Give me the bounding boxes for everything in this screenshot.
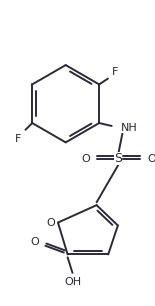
Text: O: O	[81, 154, 90, 164]
Text: F: F	[15, 134, 21, 144]
Text: OH: OH	[64, 278, 81, 287]
Text: O: O	[30, 237, 39, 247]
Text: O: O	[147, 154, 155, 164]
Text: NH: NH	[120, 123, 137, 133]
Text: O: O	[47, 218, 56, 228]
Text: S: S	[115, 152, 122, 165]
Text: F: F	[111, 67, 118, 77]
